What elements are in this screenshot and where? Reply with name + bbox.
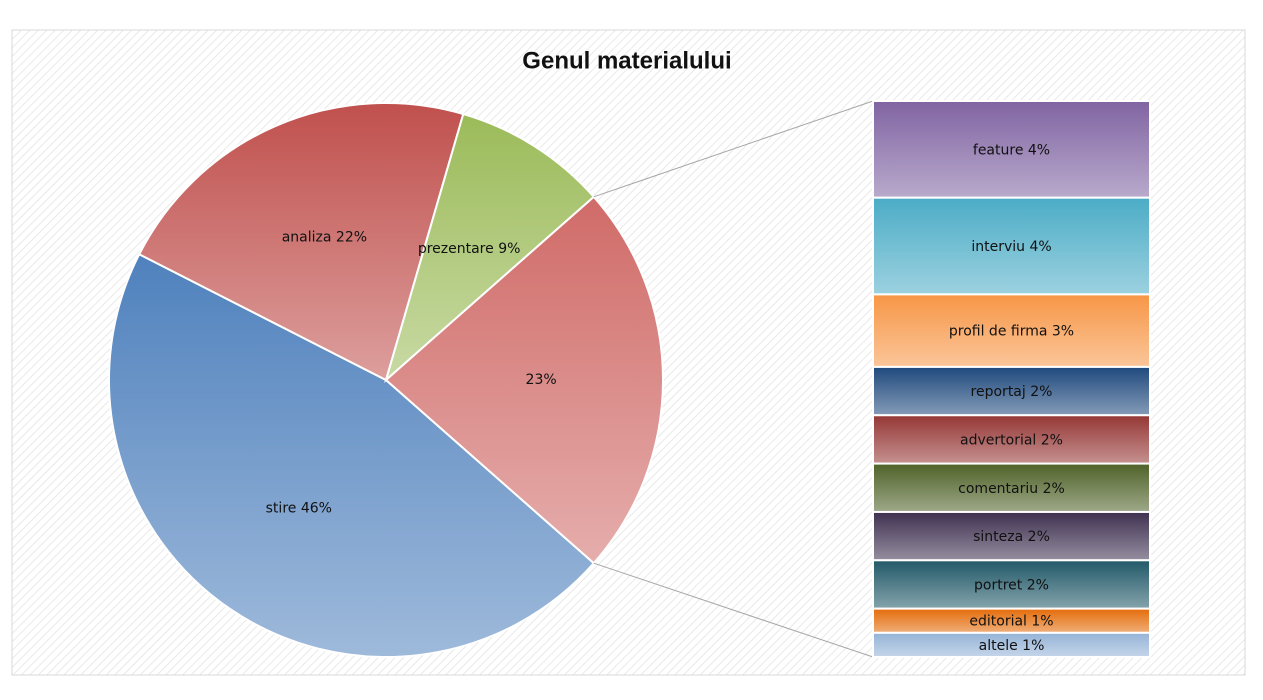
value-label: 4% (1029, 239, 1051, 255)
value-label: 2% (1030, 384, 1052, 400)
category-label: sinteza (973, 529, 1023, 545)
data-label: prezentare 9% (418, 241, 521, 257)
category-label: stire (266, 500, 297, 516)
category-label: analiza (282, 230, 332, 246)
data-label: feature 4% (973, 142, 1050, 158)
data-label: analiza 22% (282, 230, 367, 246)
value-label: 46% (301, 500, 332, 516)
value-label: 2% (1043, 481, 1065, 497)
value-label: 2% (1027, 577, 1049, 593)
data-label: advertorial 2% (960, 432, 1063, 448)
value-label: 9% (498, 241, 520, 257)
bar-segment (872, 196, 1151, 296)
category-label: editorial (969, 614, 1027, 630)
connector-line (593, 562, 874, 658)
category-label: profil de firma (949, 324, 1048, 340)
bar-segment (872, 365, 1151, 417)
value-label: 23% (526, 372, 557, 388)
data-label: stire 46% (266, 500, 332, 516)
bar-segment (872, 414, 1151, 465)
category-label: feature (973, 142, 1024, 158)
data-label: comentariu 2% (958, 481, 1065, 497)
pie-slice (137, 102, 465, 382)
value-label: 4% (1028, 142, 1050, 158)
category-label: interviu (971, 239, 1025, 255)
chart-title: Genul materialului (522, 47, 731, 74)
bar-segment (872, 607, 1151, 634)
pie-slice (108, 252, 596, 658)
data-label: sinteza 2% (973, 529, 1050, 545)
bar-segment (872, 100, 1151, 199)
bar-segment (872, 293, 1151, 368)
data-label: profil de firma 3% (949, 324, 1074, 340)
pie-slice (384, 195, 664, 565)
pie-slice (384, 112, 596, 384)
data-label: portret 2% (974, 577, 1049, 593)
category-label: advertorial (960, 432, 1036, 448)
data-label: editorial 1% (969, 614, 1053, 630)
bar-segment (872, 559, 1151, 610)
data-label: reportaj 2% (971, 384, 1053, 400)
value-label: 1% (1022, 638, 1044, 654)
connector-line (593, 100, 874, 198)
value-label: 1% (1031, 614, 1053, 630)
category-label: comentariu (958, 481, 1038, 497)
category-label: portret (974, 577, 1023, 593)
bar-segment (872, 510, 1151, 562)
value-label: 2% (1041, 432, 1063, 448)
data-label: interviu 4% (971, 239, 1051, 255)
category-label: reportaj (971, 384, 1026, 400)
data-label: altele 1% (979, 638, 1045, 654)
bar-segment (872, 462, 1151, 513)
value-label: 3% (1052, 324, 1074, 340)
category-label: altele (979, 638, 1018, 654)
value-label: 22% (336, 230, 367, 246)
bar-segment (872, 631, 1151, 659)
data-label: 23% (526, 372, 557, 388)
category-label: prezentare (418, 241, 494, 257)
value-label: 2% (1028, 529, 1050, 545)
